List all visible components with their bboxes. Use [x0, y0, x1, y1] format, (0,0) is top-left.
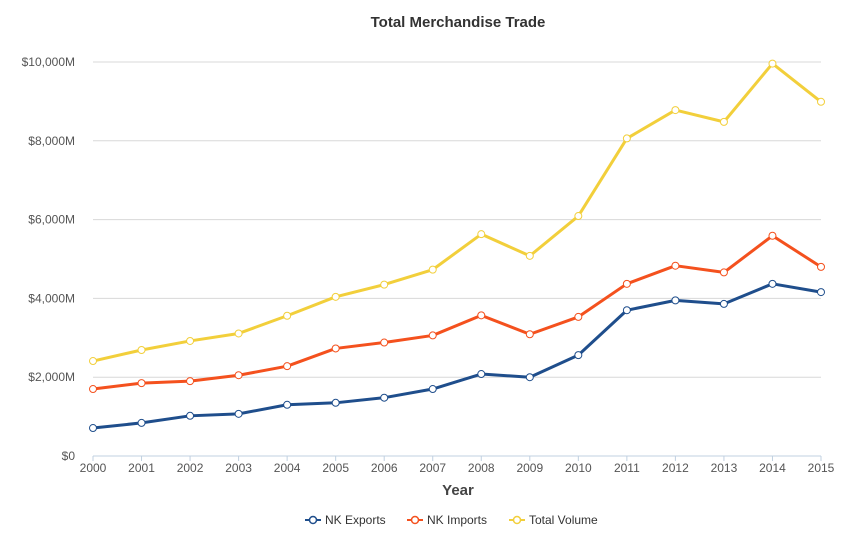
y-tick-label: $10,000M: [22, 55, 75, 69]
data-point[interactable]: [477, 311, 486, 320]
x-tick-label: 2011: [614, 461, 640, 475]
x-tick-label: 2013: [711, 461, 738, 475]
series-line: [91, 234, 823, 391]
data-point[interactable]: [137, 379, 146, 388]
legend-item[interactable]: NK Exports: [305, 513, 386, 527]
x-tick-label: 2000: [80, 461, 107, 475]
data-point[interactable]: [622, 279, 631, 288]
x-tick-label: 2003: [225, 461, 252, 475]
data-point[interactable]: [719, 268, 728, 277]
data-point[interactable]: [671, 296, 680, 305]
data-point[interactable]: [574, 312, 583, 321]
y-tick-label: $2,000M: [28, 370, 75, 384]
series-line: [91, 282, 823, 430]
legend-swatch-marker: [410, 515, 420, 525]
data-point[interactable]: [234, 409, 243, 418]
y-tick-label: $0: [62, 449, 76, 463]
data-point[interactable]: [186, 336, 195, 345]
x-axis-label: Year: [442, 482, 474, 499]
data-point[interactable]: [428, 385, 437, 394]
data-point[interactable]: [817, 262, 825, 271]
data-point[interactable]: [671, 261, 680, 270]
x-tick-label: 2007: [419, 461, 446, 475]
x-tick-label: 2015: [808, 461, 835, 475]
legend-item[interactable]: NK Imports: [407, 513, 487, 527]
data-point[interactable]: [768, 231, 777, 240]
data-point[interactable]: [525, 330, 534, 339]
x-tick-label: 2008: [468, 461, 495, 475]
data-point[interactable]: [331, 292, 340, 301]
legend-label: Total Volume: [529, 513, 598, 527]
data-point[interactable]: [574, 351, 583, 360]
series-line: [91, 62, 823, 363]
data-point[interactable]: [89, 357, 97, 366]
legend: NK Exports NK Imports Total Volume: [305, 513, 598, 527]
data-point[interactable]: [574, 212, 583, 221]
data-point[interactable]: [234, 371, 243, 380]
x-tick-label: 2002: [177, 461, 204, 475]
legend-swatch-marker: [308, 515, 318, 525]
x-tick-label: 2001: [128, 461, 155, 475]
x-tick-label: 2014: [759, 461, 786, 475]
series-markers: [89, 59, 825, 433]
data-point[interactable]: [817, 97, 825, 106]
x-tick-label: 2004: [274, 461, 301, 475]
y-tick-label: $4,000M: [28, 291, 75, 305]
data-point[interactable]: [283, 400, 292, 409]
data-point[interactable]: [719, 117, 728, 126]
gridlines: [93, 61, 821, 457]
y-tick-label: $8,000M: [28, 134, 75, 148]
legend-label: NK Exports: [325, 513, 386, 527]
data-point[interactable]: [622, 306, 631, 315]
data-point[interactable]: [477, 230, 486, 239]
x-tick-label: 2010: [565, 461, 592, 475]
data-point[interactable]: [283, 362, 292, 371]
data-point[interactable]: [331, 398, 340, 407]
data-point[interactable]: [283, 311, 292, 320]
x-tick-label: 2009: [516, 461, 543, 475]
x-tick-label: 2012: [662, 461, 689, 475]
data-point[interactable]: [622, 134, 631, 143]
data-point[interactable]: [768, 279, 777, 288]
data-point[interactable]: [234, 329, 243, 338]
series-lines: [91, 62, 823, 430]
legend-label: NK Imports: [427, 513, 487, 527]
y-tick-label: $6,000M: [28, 213, 75, 227]
x-axis-ticks: 2000 2001 2002 2003 2004 2005 2006 2007 2008 2009…: [80, 456, 835, 475]
data-point[interactable]: [428, 331, 437, 340]
y-axis-ticks: $0 $2,000M $4,000M $6,000M $8,000M $10,000M: [22, 55, 76, 463]
data-point[interactable]: [477, 370, 486, 379]
data-point[interactable]: [186, 411, 195, 420]
data-point[interactable]: [525, 251, 534, 260]
data-point[interactable]: [89, 385, 97, 394]
data-point[interactable]: [768, 59, 777, 68]
x-tick-label: 2006: [371, 461, 398, 475]
legend-item[interactable]: Total Volume: [509, 513, 598, 527]
data-point[interactable]: [186, 377, 195, 386]
data-point[interactable]: [380, 280, 389, 289]
data-point[interactable]: [331, 344, 340, 353]
data-point[interactable]: [380, 393, 389, 402]
data-point[interactable]: [89, 424, 97, 433]
data-point[interactable]: [137, 346, 146, 355]
data-point[interactable]: [525, 373, 534, 382]
legend-swatch-marker: [512, 515, 522, 525]
data-point[interactable]: [719, 299, 728, 308]
data-point[interactable]: [671, 106, 680, 115]
x-tick-label: 2005: [322, 461, 349, 475]
data-point[interactable]: [817, 288, 825, 297]
data-point[interactable]: [428, 265, 437, 274]
chart-title: Total Merchandise Trade: [371, 14, 546, 31]
data-point[interactable]: [137, 418, 146, 427]
data-point[interactable]: [380, 338, 389, 347]
